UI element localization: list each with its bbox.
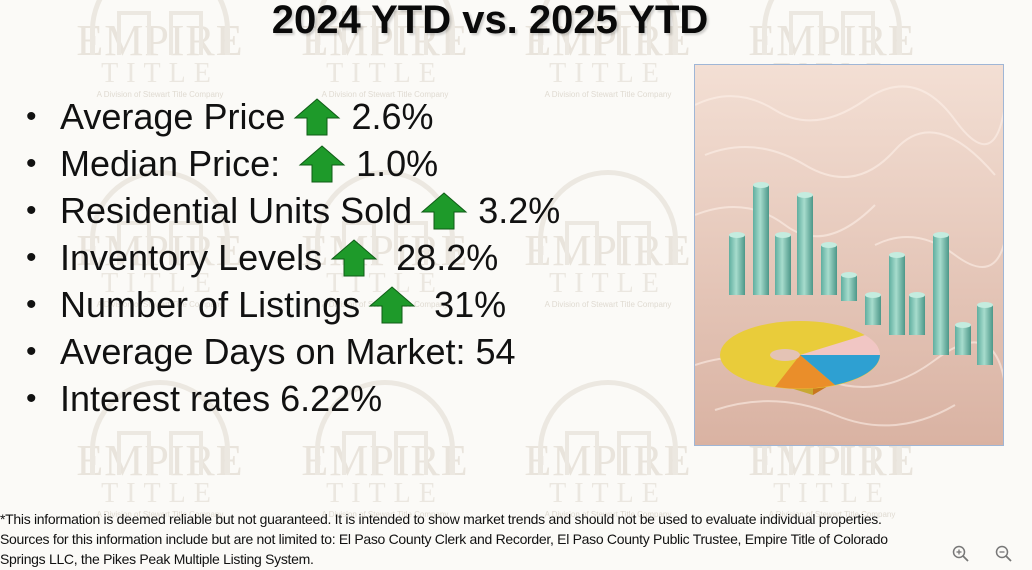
photo-bar	[955, 325, 971, 355]
photo-bar	[841, 275, 857, 301]
photo-bar	[729, 235, 745, 295]
bullet-value: 2.6%	[351, 96, 434, 137]
bullet-value: 28.2%	[396, 237, 499, 278]
bullet-average-price: • Average Price 2.6%	[26, 93, 560, 140]
footnote-line-3: Springs LLC, the Pikes Peak Multiple Lis…	[0, 551, 314, 567]
photo-bar	[865, 295, 881, 325]
photo-bar	[909, 295, 925, 335]
bullet-median-price: • Median Price: 1.0%	[26, 140, 560, 187]
up-arrow-icon	[420, 191, 468, 231]
decorative-chart-photo	[694, 64, 1004, 446]
footnote: *This information is deemed reliable but…	[0, 509, 1032, 569]
bullet-label: Average Days on Market: 54	[60, 331, 516, 372]
bullet-average-days-on-market: • Average Days on Market: 54	[26, 328, 560, 375]
bullet-number-of-listings: • Number of Listings 31%	[26, 281, 560, 328]
up-arrow-icon	[368, 285, 416, 325]
bullet-label: Median Price:	[60, 143, 281, 184]
bullet-value: 3.2%	[478, 190, 561, 231]
up-arrow-icon	[330, 238, 378, 278]
bullet-label: Residential Units Sold	[60, 190, 413, 231]
bullet-residential-units-sold: • Residential Units Sold 3.2%	[26, 187, 560, 234]
zoom-out-icon[interactable]	[994, 544, 1014, 564]
footnote-line-1: *This information is deemed reliable but…	[0, 511, 882, 527]
bullet-value: 1.0%	[356, 143, 439, 184]
bullet-interest-rates: • Interest rates 6.22%	[26, 375, 560, 422]
bullet-label: Inventory Levels	[60, 237, 323, 278]
bullet-value: 31%	[434, 284, 507, 325]
bullet-label: Number of Listings	[60, 284, 361, 325]
bullet-list: • Average Price 2.6% • Median Price: 1.0…	[26, 93, 560, 422]
zoom-in-icon[interactable]	[951, 544, 971, 564]
up-arrow-icon	[298, 144, 346, 184]
photo-bar	[889, 255, 905, 335]
photo-bar	[797, 195, 813, 295]
photo-bar	[821, 245, 837, 295]
photo-bar	[775, 235, 791, 295]
photo-bar	[753, 185, 769, 295]
footnote-line-2: Sources for this information include but…	[0, 531, 888, 547]
photo-bar	[933, 235, 949, 355]
bullet-label: Average Price	[60, 96, 286, 137]
up-arrow-icon	[293, 97, 341, 137]
bullet-inventory-levels: • Inventory Levels 28.2%	[26, 234, 560, 281]
bullet-label: Interest rates 6.22%	[60, 378, 383, 419]
slide-title: 2024 YTD vs. 2025 YTD	[271, 0, 709, 42]
photo-bar	[977, 305, 993, 365]
